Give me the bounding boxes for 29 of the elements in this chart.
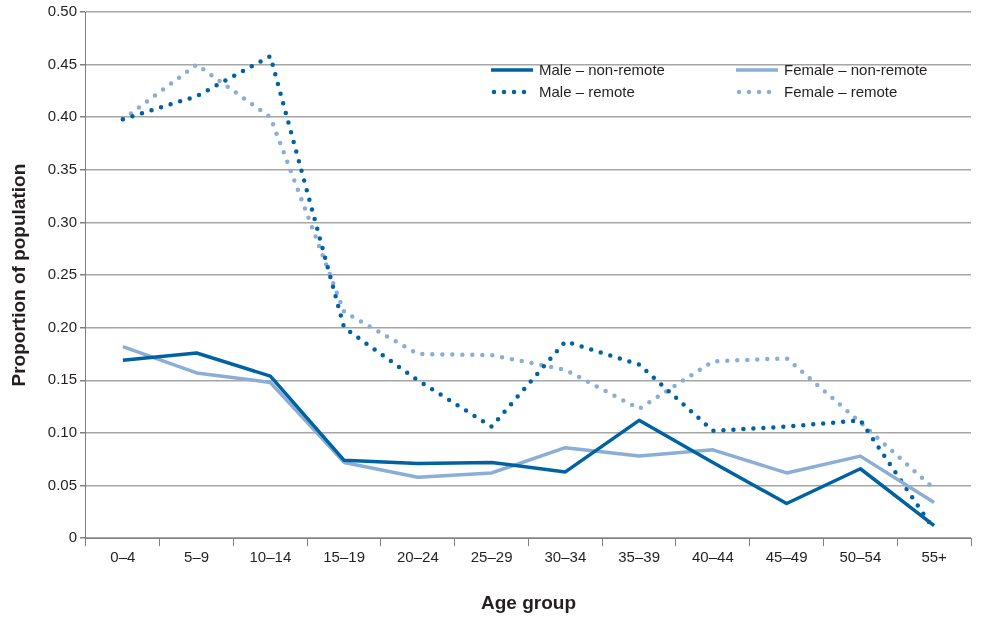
x-tick-label: 25–29 <box>470 548 513 566</box>
x-tick-label: 40–44 <box>692 548 734 566</box>
x-tick-label: 30–34 <box>544 548 587 566</box>
y-tick-label: 0.05 <box>47 475 77 493</box>
x-axis-title: Age group <box>481 591 576 613</box>
y-tick-label: 0.25 <box>47 265 77 283</box>
x-tick-label: 35–39 <box>618 548 660 566</box>
y-tick-label: 0.30 <box>47 212 77 230</box>
y-tick-label: 0.20 <box>47 317 77 335</box>
y-tick-label: 0.50 <box>47 2 77 20</box>
x-tick-label: 20–24 <box>397 548 439 566</box>
x-tick-label: 5–9 <box>184 548 210 566</box>
legend-label: Female – non-remote <box>784 61 928 79</box>
x-tick-label: 50–54 <box>839 548 882 566</box>
legend-label: Male – non-remote <box>539 61 665 79</box>
y-axis-title: Proportion of population <box>7 163 29 387</box>
x-tick-label: 45–49 <box>765 548 808 566</box>
legend-label: Female – remote <box>784 83 898 101</box>
y-tick-label: 0.15 <box>47 370 77 388</box>
y-tick-label: 0.10 <box>47 423 77 441</box>
x-tick-label: 10–14 <box>249 548 292 566</box>
y-tick-label: 0.45 <box>47 54 77 72</box>
x-tick-label: 15–19 <box>323 548 365 566</box>
y-tick-label: 0.40 <box>47 107 77 125</box>
y-tick-label: 0.35 <box>47 160 77 177</box>
legend-label: Male – remote <box>539 83 635 101</box>
y-tick-label: 0 <box>68 528 77 546</box>
x-tick-label: 0–4 <box>110 548 136 566</box>
x-tick-label: 55+ <box>921 548 948 566</box>
